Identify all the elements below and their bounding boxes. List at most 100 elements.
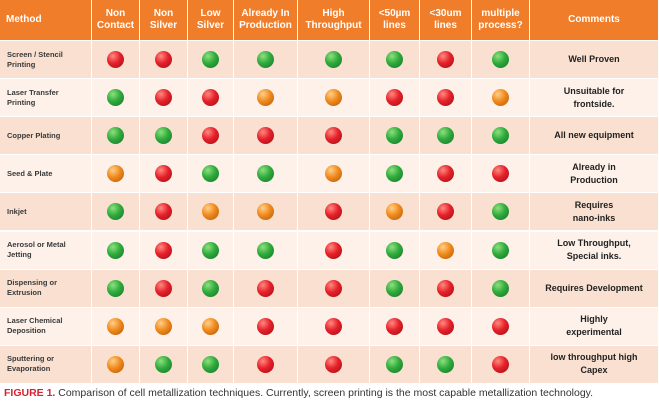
figure-caption: FIGURE 1. Comparison of cell metallizati… — [4, 387, 654, 400]
comment-cell: Requires nano-inks — [530, 193, 659, 231]
red-status-dot — [202, 89, 219, 107]
rating-cell — [420, 155, 472, 193]
method-cell: Laser Chemical Deposition — [0, 307, 92, 345]
comment-cell: Highly experimental — [530, 307, 659, 345]
rating-cell — [420, 117, 472, 155]
green-status-dot — [202, 279, 219, 297]
rating-cell — [370, 307, 420, 345]
orange-status-dot — [325, 165, 342, 183]
rating-cell — [188, 41, 234, 79]
rating-cell — [298, 345, 370, 383]
rating-cell — [188, 345, 234, 383]
rating-cell — [472, 193, 530, 231]
green-status-dot — [107, 89, 124, 107]
red-status-dot — [155, 51, 172, 69]
rating-cell — [298, 41, 370, 79]
red-status-dot — [386, 317, 403, 335]
red-status-dot — [257, 355, 274, 373]
rating-cell — [92, 155, 140, 193]
red-status-dot — [325, 241, 342, 259]
header-lt30um-lines: <30um lines — [420, 0, 472, 40]
rating-cell — [140, 345, 188, 383]
rating-cell — [420, 307, 472, 345]
rating-cell — [234, 231, 298, 269]
red-status-dot — [325, 355, 342, 373]
orange-status-dot — [386, 203, 403, 221]
rating-cell — [140, 117, 188, 155]
rating-cell — [92, 231, 140, 269]
green-status-dot — [492, 279, 509, 297]
rating-cell — [370, 41, 420, 79]
header-low-silver: Low Silver — [188, 0, 234, 40]
rating-cell — [298, 231, 370, 269]
comment-cell: Already in Production — [530, 155, 659, 193]
orange-status-dot — [155, 317, 172, 335]
green-status-dot — [107, 241, 124, 259]
rating-cell — [92, 41, 140, 79]
orange-status-dot — [325, 89, 342, 107]
green-status-dot — [437, 355, 454, 373]
header-high-throughput: High Throughput — [298, 0, 370, 40]
red-status-dot — [155, 241, 172, 259]
rating-cell — [420, 79, 472, 117]
green-status-dot — [155, 355, 172, 373]
header-method: Method — [0, 0, 92, 40]
rating-cell — [234, 155, 298, 193]
method-cell: Laser Transfer Printing — [0, 79, 92, 117]
table-row: Sputtering or Evaporation low throughput … — [0, 344, 659, 383]
green-status-dot — [107, 203, 124, 221]
rating-cell — [140, 79, 188, 117]
table-row: Seed & Plate Already in Production — [0, 154, 659, 193]
rating-cell — [298, 193, 370, 231]
orange-status-dot — [202, 317, 219, 335]
comment-cell: Requires Development — [530, 269, 659, 307]
red-status-dot — [155, 89, 172, 107]
green-status-dot — [492, 51, 509, 69]
rating-cell — [140, 269, 188, 307]
rating-cell — [370, 79, 420, 117]
rating-cell — [188, 269, 234, 307]
figure-label: FIGURE 1. — [4, 387, 56, 399]
caption-text: Comparison of cell metallization techniq… — [55, 387, 594, 399]
green-status-dot — [386, 165, 403, 183]
rating-cell — [472, 155, 530, 193]
green-status-dot — [386, 127, 403, 145]
rating-cell — [370, 193, 420, 231]
rating-cell — [92, 117, 140, 155]
green-status-dot — [437, 127, 454, 145]
red-status-dot — [257, 279, 274, 297]
header-already-in-production: Already In Production — [234, 0, 298, 40]
orange-status-dot — [107, 317, 124, 335]
rating-cell — [234, 117, 298, 155]
red-status-dot — [107, 51, 124, 69]
green-status-dot — [202, 241, 219, 259]
method-cell: Sputtering or Evaporation — [0, 345, 92, 383]
red-status-dot — [325, 127, 342, 145]
green-status-dot — [386, 355, 403, 373]
rating-cell — [420, 345, 472, 383]
rating-cell — [234, 79, 298, 117]
rating-cell — [420, 41, 472, 79]
rating-cell — [234, 345, 298, 383]
rating-cell — [298, 117, 370, 155]
rating-cell — [370, 269, 420, 307]
comment-cell: Low Throughput, Special inks. — [530, 231, 659, 269]
rating-cell — [472, 117, 530, 155]
orange-status-dot — [437, 241, 454, 259]
table-row: Laser Transfer Printing Unsuitable for fr… — [0, 78, 659, 117]
red-status-dot — [437, 165, 454, 183]
header-non-silver: Non Silver — [140, 0, 188, 40]
red-status-dot — [155, 203, 172, 221]
rating-cell — [370, 345, 420, 383]
orange-status-dot — [257, 89, 274, 107]
method-cell: Dispensing or Extrusion — [0, 269, 92, 307]
orange-status-dot — [202, 203, 219, 221]
orange-status-dot — [492, 89, 509, 107]
rating-cell — [188, 117, 234, 155]
rating-cell — [92, 345, 140, 383]
rating-cell — [472, 269, 530, 307]
red-status-dot — [155, 165, 172, 183]
red-status-dot — [155, 279, 172, 297]
orange-status-dot — [107, 165, 124, 183]
rating-cell — [188, 307, 234, 345]
